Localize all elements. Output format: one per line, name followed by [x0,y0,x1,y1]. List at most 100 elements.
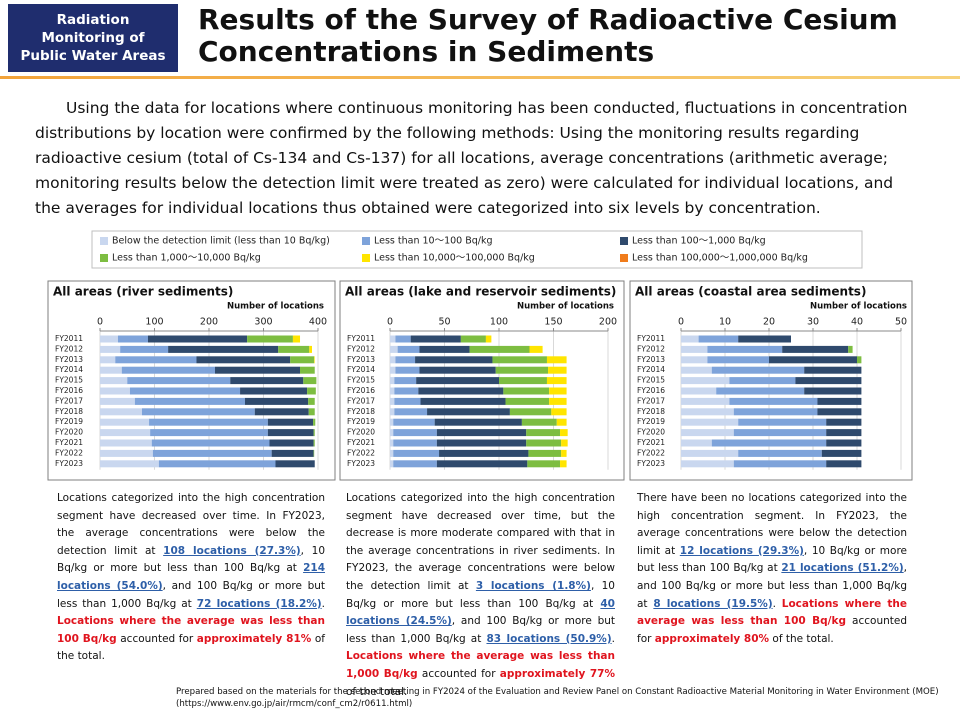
x-axis-label: Number of locations [810,302,907,312]
bar-segment [681,439,712,447]
x-tick-label: 0 [387,317,393,328]
y-tick-label: FY2014 [637,365,665,374]
bar-segment [548,366,567,374]
bar-segment [729,377,796,385]
bar-segment [738,335,791,343]
bar-segment [826,418,862,426]
bar-segment [698,335,739,343]
bar-segment [529,345,543,353]
y-tick-label: FY2017 [637,396,665,405]
y-tick-label: FY2022 [347,448,375,457]
caption-link: 12 locations (29.3%) [679,544,804,557]
bar-segment [278,345,310,353]
y-tick-label: FY2014 [347,365,375,374]
bar-segment [826,429,862,437]
bar-segment [115,356,197,364]
y-tick-label: FY2023 [637,459,665,468]
bar-segment [267,429,314,437]
y-tick-label: FY2019 [637,417,665,426]
y-tick-label: FY2015 [347,376,375,385]
header-rule [0,76,960,79]
section-line: Public Water Areas [20,48,166,64]
caption-text: accounted for [417,667,500,680]
bar-segment [707,345,783,353]
x-tick-label: 200 [599,317,617,328]
bar-segment [782,345,849,353]
bar-segment [300,366,315,374]
caption-text: , and 100 Bq/kg or more but less than 1,… [637,562,907,610]
y-tick-label: FY2013 [55,355,83,364]
bar-segment [149,418,268,426]
caption-link: 214 locations (54.0%) [57,562,325,592]
bar-segment [485,335,492,343]
caption-text: . [611,632,615,645]
bar-segment [738,418,827,426]
legend-box [91,230,863,269]
bar-segment [817,397,862,405]
bar-segment [393,439,437,447]
bar-segment [100,366,122,374]
x-tick-label: 20 [763,317,775,328]
bar-segment [561,449,567,457]
bar-segment [681,429,734,437]
bar-segment [120,345,169,353]
legend-swatch [100,237,108,245]
bar-segment [308,397,315,405]
y-tick-label: FY2017 [347,396,375,405]
bar-segment [151,439,270,447]
caption-link: 40 locations (24.5%) [346,597,615,628]
bar-segment [416,377,499,385]
bar-segment [821,449,862,457]
y-tick-label: FY2012 [55,344,83,353]
bar-segment [394,387,419,395]
y-tick-label: FY2023 [55,459,83,468]
bar-segment [738,449,822,457]
bar-segment [427,408,510,416]
bar-segment [505,397,550,405]
bar-segment [410,335,461,343]
y-tick-label: FY2014 [55,365,83,374]
caption-red: approximately 77% [499,667,615,680]
bar-segment [681,460,734,468]
legend-label: Less than 10～100 Bq/kg [374,236,493,247]
bar-segment [495,366,549,374]
bar-segment [681,356,708,364]
bar-segment [100,460,159,468]
bar-segment [313,418,316,426]
y-tick-label: FY2012 [637,344,665,353]
bar-segment [313,449,315,457]
bar-segment [434,418,522,426]
bar-segment [419,366,496,374]
bar-segment [100,429,151,437]
legend-swatch [362,237,370,245]
y-tick-label: FY2016 [637,386,665,395]
caption-text: of the total. [57,632,325,663]
bar-segment [439,449,529,457]
bar-segment [390,387,395,395]
bar-segment [141,408,255,416]
bar-segment [395,356,416,364]
bar-segment [460,335,486,343]
y-tick-label: FY2021 [347,438,375,447]
bar-segment [307,387,316,395]
bar-segment [275,460,315,468]
bar-segment [390,439,394,447]
bar-segment [729,397,818,405]
x-tick-label: 100 [145,317,163,328]
bar-segment [150,429,268,437]
caption: There have been no locations categorized… [637,490,907,648]
bar-segment [546,356,567,364]
bar-segment [100,387,130,395]
chart-title: All areas (lake and reservoir sediments) [345,285,616,299]
bar-segment [509,408,552,416]
chart-title: All areas (river sediments) [53,285,233,299]
bar-segment [100,356,116,364]
caption-text: , and 100 Bq/kg or more but less than 1,… [346,615,615,645]
y-tick-label: FY2011 [637,334,665,343]
bar-segment [469,345,530,353]
bar-segment [681,366,712,374]
y-tick-label: FY2017 [55,396,83,405]
bar-segment [826,439,862,447]
bar-segment [269,439,314,447]
bar-segment [681,345,708,353]
